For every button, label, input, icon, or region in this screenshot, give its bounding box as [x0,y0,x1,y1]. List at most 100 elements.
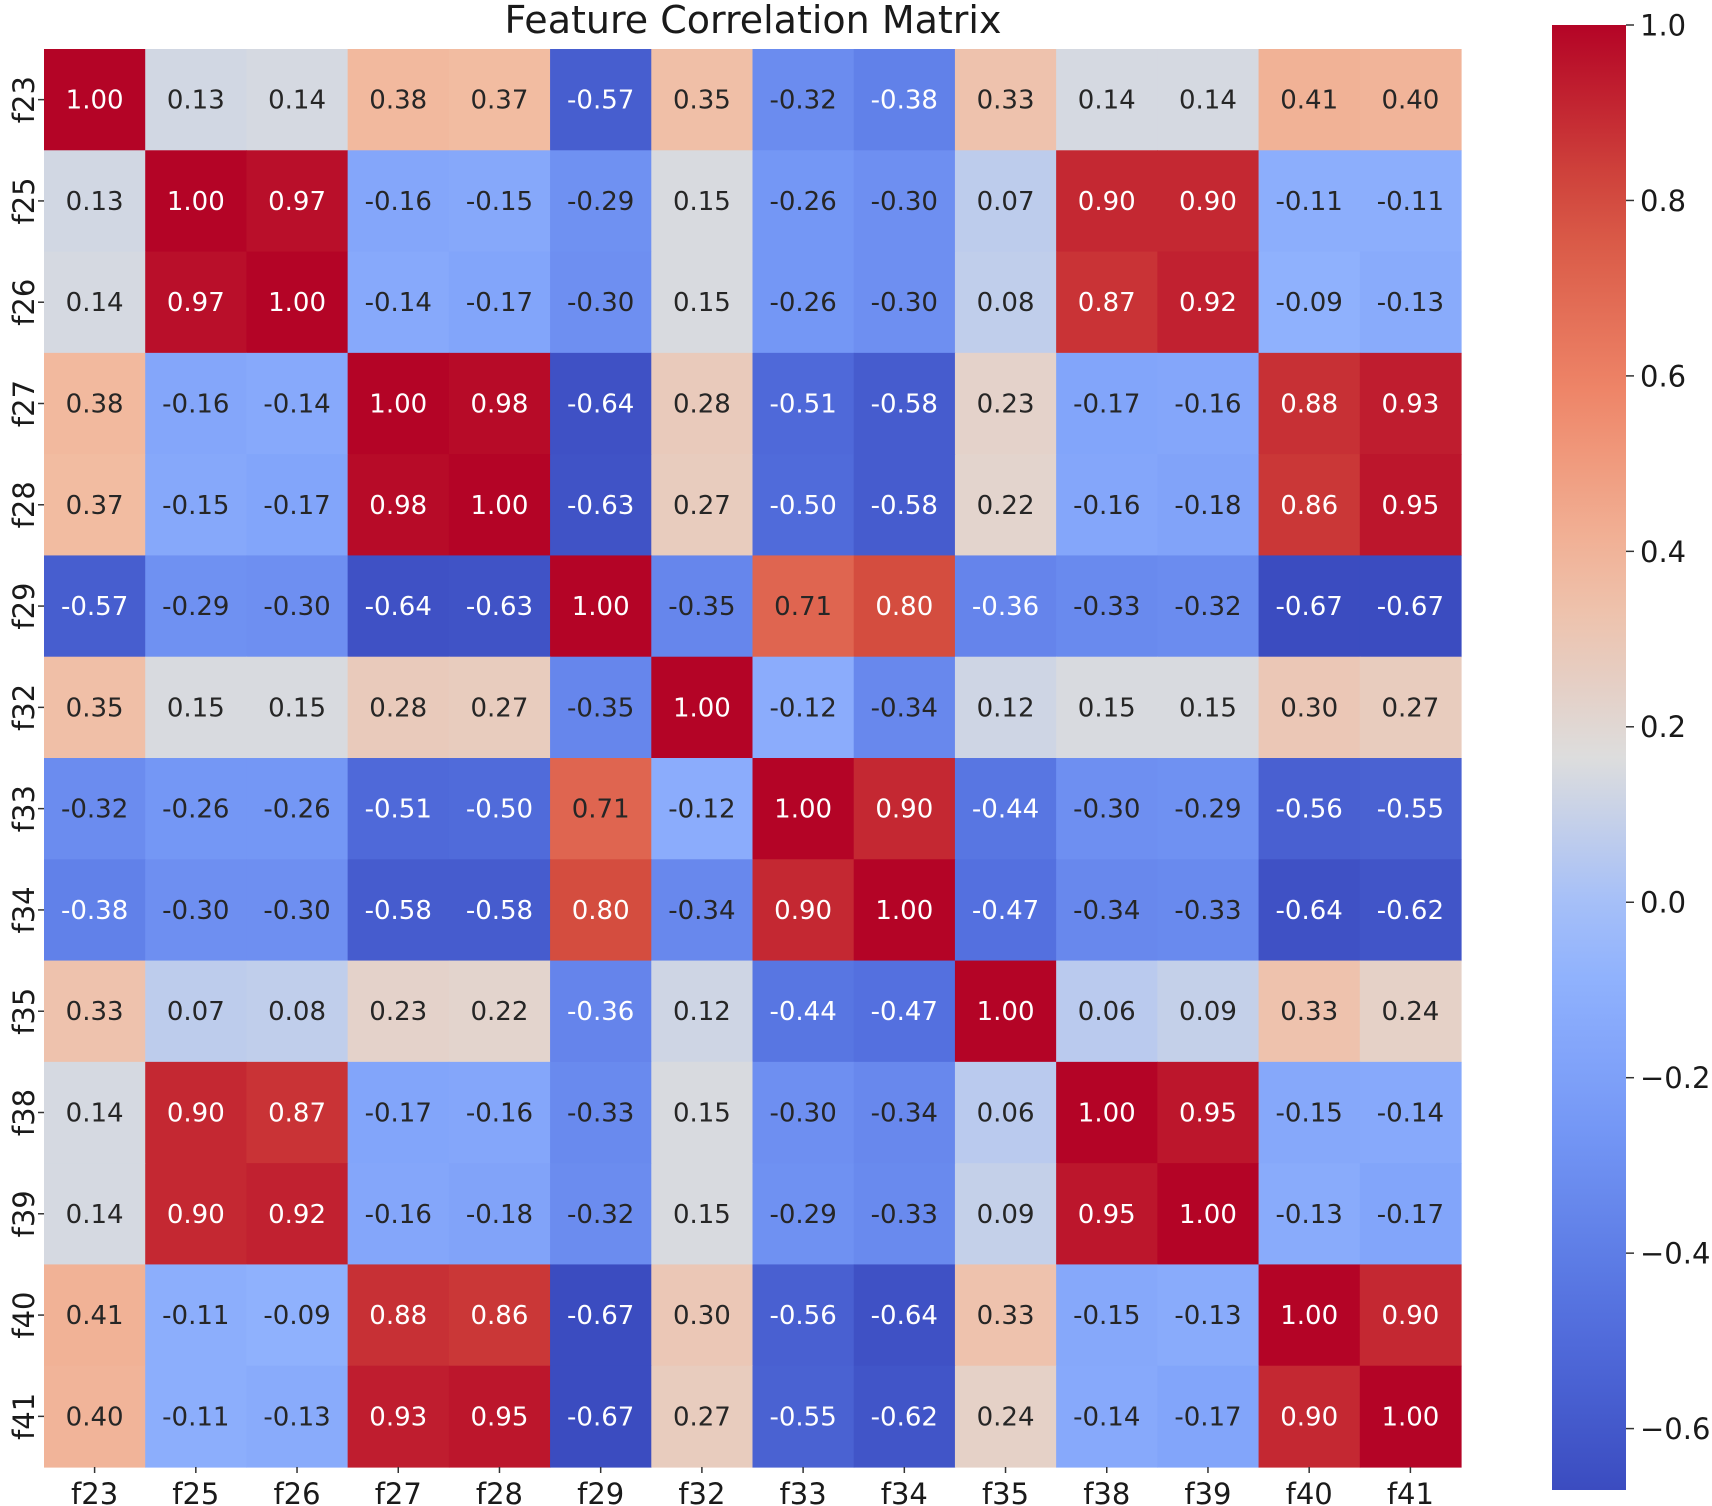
cell-value-label: 1.00 [774,795,832,825]
cell-value-label: -0.47 [972,896,1039,926]
x-tick-label-f38: f38 [1083,1477,1130,1506]
heatmap-cell-f27-f32 [651,352,754,455]
heatmap-cell-f25-f32 [651,150,754,253]
heatmap-cell-f32-f23 [44,656,146,759]
cell-value-label: 0.95 [1381,491,1439,521]
cell-value-label: -0.67 [1377,592,1444,622]
heatmap-cell-f41-f39 [1157,1365,1260,1468]
heatmap-cell-f25-f28 [448,150,551,253]
heatmap-cell-f35-f29 [550,960,652,1063]
heatmap-cell-f40-f29 [550,1264,652,1367]
heatmap-cell-f33-f33 [752,758,855,860]
cell-value-label: -0.58 [871,491,938,521]
heatmap-cell-f34-f41 [1359,859,1462,962]
heatmap-cell-f23-f33 [752,49,855,151]
heatmap-cell-f33-f23 [44,758,146,860]
cell-value-label: -0.29 [162,592,229,622]
cell-value-label: -0.13 [1377,288,1444,318]
heatmap-cell-f38-f27 [347,1061,450,1164]
heatmap-cell-f38-f33 [752,1061,855,1164]
heatmap-cell-f25-f40 [1258,150,1361,253]
heatmap-cell-f27-f29 [550,352,652,455]
heatmap-cell-f38-f29 [550,1061,652,1164]
cell-value-label: 1.00 [1078,1099,1136,1129]
heatmap-cell-f27-f27 [347,352,450,455]
cell-value-label: 0.35 [673,86,731,116]
cell-value-label: -0.57 [567,86,634,116]
cell-value-label: -0.11 [162,1301,229,1331]
y-tick-label-f39: f39 [7,1190,41,1237]
y-tick-label-f27: f27 [7,380,41,427]
heatmap-cell-f38-f41 [1359,1061,1462,1164]
heatmap-cell-f26-f33 [752,251,855,354]
heatmap-cell-f39-f32 [651,1163,754,1266]
cell-value-label: 0.27 [1381,693,1439,723]
cell-value-label: -0.09 [263,1301,330,1331]
cell-value-label: 0.15 [1078,693,1136,723]
cell-value-label: 0.41 [66,1301,124,1331]
cell-value-label: 0.15 [1179,693,1237,723]
cell-value-label: 1.00 [875,896,933,926]
cell-value-label: -0.56 [1276,795,1343,825]
colorbar-tick-label: 0.6 [1640,359,1686,393]
heatmap-cell-f34-f39 [1157,859,1260,962]
heatmap-cell-f28-f32 [651,454,754,557]
cell-value-label: 0.80 [572,896,630,926]
heatmap-cell-f28-f29 [550,454,652,557]
cell-value-label: -0.11 [1276,187,1343,217]
cell-value-label: 0.38 [66,390,124,420]
y-tick-label-f33: f33 [7,785,41,832]
heatmap-cell-f41-f32 [651,1365,754,1468]
heatmap-cell-f34-f28 [448,859,551,962]
cell-value-label: -0.32 [769,86,836,116]
cell-value-label: 0.08 [977,288,1035,318]
cell-value-label: 0.80 [875,592,933,622]
heatmap-cell-f29-f35 [954,555,1057,658]
cell-value-label: 0.33 [1280,997,1338,1027]
heatmap-cell-f25-f26 [246,150,349,253]
cell-value-label: 1.00 [673,693,731,723]
heatmap-cell-f33-f32 [651,758,754,860]
cell-value-label: -0.63 [466,592,533,622]
heatmap-cell-f28-f25 [145,454,248,557]
heatmap-cell-f25-f39 [1157,150,1260,253]
heatmap-cell-f39-f41 [1359,1163,1462,1266]
heatmap-cell-f38-f34 [853,1061,956,1164]
cell-value-label: -0.64 [567,390,634,420]
heatmap-cell-f29-f32 [651,555,754,658]
heatmap-cell-f28-f40 [1258,454,1361,557]
heatmap-cell-f38-f38 [1056,1061,1158,1164]
heatmap-cell-f41-f34 [853,1365,956,1468]
cell-value-label: 0.38 [369,86,427,116]
heatmap-cell-f41-f25 [145,1365,248,1468]
heatmap-cell-f39-f25 [145,1163,248,1266]
heatmap-cell-f40-f34 [853,1264,956,1367]
heatmap-cell-f26-f27 [347,251,450,354]
cell-value-label: 0.93 [369,1402,427,1432]
cell-value-label: 0.22 [471,997,529,1027]
cell-value-label: -0.17 [263,491,330,521]
heatmap-cell-f32-f41 [1359,656,1462,759]
heatmap-cell-f33-f40 [1258,758,1361,860]
cell-value-label: 0.15 [673,288,731,318]
heatmap-cell-f41-f40 [1258,1365,1361,1468]
heatmap-cell-f29-f29 [550,555,652,658]
cell-value-label: 0.90 [774,896,832,926]
heatmap-cell-f27-f26 [246,352,349,455]
heatmap-cell-f40-f23 [44,1264,146,1367]
heatmap-cell-f39-f39 [1157,1163,1260,1266]
heatmap-cell-f34-f38 [1056,859,1158,962]
cell-value-label: 0.14 [66,1099,124,1129]
heatmap-cell-f28-f41 [1359,454,1462,557]
cell-value-label: 1.00 [369,390,427,420]
cell-value-label: 0.22 [977,491,1035,521]
heatmap-cell-f25-f23 [44,150,146,253]
cell-value-label: 0.06 [1078,997,1136,1027]
heatmap-cell-f39-f27 [347,1163,450,1266]
y-tick-label-f26: f26 [7,279,41,326]
y-tick-label-f29: f29 [7,583,41,630]
heatmap-cell-f29-f28 [448,555,551,658]
cell-value-label: 0.09 [1179,997,1237,1027]
heatmap-cell-f29-f38 [1056,555,1158,658]
heatmap-cell-f38-f35 [954,1061,1057,1164]
